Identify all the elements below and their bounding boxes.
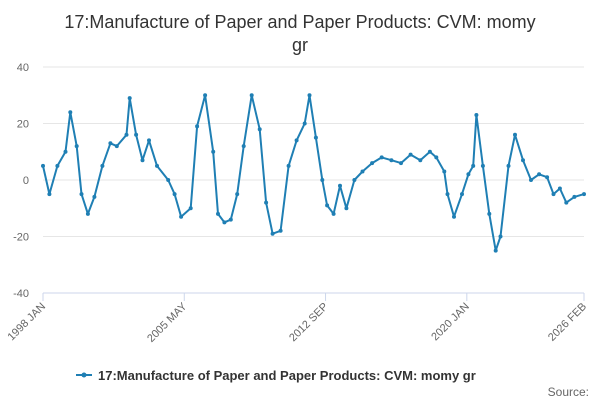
series-point[interactable] xyxy=(537,172,542,177)
series-point[interactable] xyxy=(203,93,208,98)
y-axis: 40 20 0 -20 -40 xyxy=(13,62,29,300)
series-point[interactable] xyxy=(480,163,485,168)
series-point[interactable] xyxy=(331,211,336,216)
series-point[interactable] xyxy=(360,169,365,174)
chart-title: 17:Manufacture of Paper and Paper Produc… xyxy=(64,12,535,32)
series-point[interactable] xyxy=(155,163,159,168)
series-point[interactable] xyxy=(63,149,68,154)
series-point[interactable] xyxy=(521,158,525,163)
series-point[interactable] xyxy=(418,158,423,163)
x-tick-label: 2026 FEB xyxy=(546,301,589,344)
series-point[interactable] xyxy=(307,93,312,98)
series-point[interactable] xyxy=(134,132,139,137)
legend-label: 17:Manufacture of Paper and Paper Produc… xyxy=(98,368,476,383)
series-point[interactable] xyxy=(47,192,52,197)
series-line xyxy=(42,94,585,252)
series-point[interactable] xyxy=(320,178,325,182)
series-point[interactable] xyxy=(442,169,447,174)
x-tick-label: 1998 JAN xyxy=(5,301,48,344)
legend-dot-marker xyxy=(81,372,87,378)
series-point[interactable] xyxy=(557,186,562,191)
series-point[interactable] xyxy=(582,192,586,197)
series-point[interactable] xyxy=(370,161,375,166)
series-point[interactable] xyxy=(127,96,132,101)
series-point[interactable] xyxy=(79,192,84,197)
series-point[interactable] xyxy=(41,163,45,168)
series-point[interactable] xyxy=(551,192,556,197)
series-point[interactable] xyxy=(264,200,269,205)
y-tick-label: 0 xyxy=(23,175,29,187)
series-point[interactable] xyxy=(270,231,275,236)
series-line-group xyxy=(41,93,586,253)
series-point[interactable] xyxy=(487,211,492,216)
series-point[interactable] xyxy=(460,192,464,197)
series-point[interactable] xyxy=(216,211,220,216)
series-point[interactable] xyxy=(172,192,177,197)
chart-title-continued: gr xyxy=(292,35,308,55)
series-point[interactable] xyxy=(124,132,129,137)
x-axis: 1998 JAN 2005 MAY 2012 SEP 2020 JAN 2026 FEB xyxy=(5,292,589,345)
series-point[interactable] xyxy=(506,163,511,168)
series-point[interactable] xyxy=(313,135,318,140)
series-point[interactable] xyxy=(572,194,577,199)
series-point[interactable] xyxy=(513,132,517,137)
series-point[interactable] xyxy=(188,206,193,211)
series-point[interactable] xyxy=(344,206,349,211)
series-point[interactable] xyxy=(474,113,479,117)
series-point[interactable] xyxy=(325,203,330,208)
series-point[interactable] xyxy=(92,194,97,199)
series-point[interactable] xyxy=(278,228,283,233)
series-point[interactable] xyxy=(211,149,216,154)
series-point[interactable] xyxy=(471,163,476,168)
series-point[interactable] xyxy=(74,144,79,149)
series-point[interactable] xyxy=(55,163,60,168)
series-point[interactable] xyxy=(452,214,456,219)
source-label[interactable]: Source: xyxy=(548,385,589,399)
series-point[interactable] xyxy=(379,155,384,160)
series-point[interactable] xyxy=(108,141,113,146)
series-point[interactable] xyxy=(564,200,569,205)
series-point[interactable] xyxy=(195,124,200,129)
series-point[interactable] xyxy=(166,178,171,182)
legend[interactable]: 17:Manufacture of Paper and Paper Produc… xyxy=(76,368,476,383)
series-point[interactable] xyxy=(114,144,119,149)
series-point[interactable] xyxy=(68,110,73,115)
y-tick-label: -40 xyxy=(13,288,29,300)
series-point[interactable] xyxy=(249,93,254,98)
series-point[interactable] xyxy=(498,234,503,239)
series-point[interactable] xyxy=(338,183,342,188)
series-point[interactable] xyxy=(545,175,550,180)
series-point[interactable] xyxy=(100,163,105,168)
series-point[interactable] xyxy=(352,178,357,182)
x-tick-label: 2012 SEP xyxy=(287,301,331,345)
series-point[interactable] xyxy=(147,138,151,143)
series-point[interactable] xyxy=(85,211,90,216)
series-point[interactable] xyxy=(257,127,262,132)
series-point[interactable] xyxy=(408,152,413,157)
y-tick-label: 40 xyxy=(17,62,29,74)
series-point[interactable] xyxy=(389,158,394,163)
y-tick-label: 20 xyxy=(17,119,29,131)
series-point[interactable] xyxy=(493,248,498,253)
series-point[interactable] xyxy=(286,163,291,168)
series-point[interactable] xyxy=(302,121,307,126)
x-tick-label: 2020 JAN xyxy=(429,301,472,344)
gridlines xyxy=(43,66,584,294)
series-point[interactable] xyxy=(529,178,533,182)
series-point[interactable] xyxy=(235,192,240,197)
series-point[interactable] xyxy=(241,144,246,149)
series-point[interactable] xyxy=(434,155,439,160)
series-point[interactable] xyxy=(179,214,184,219)
series-point[interactable] xyxy=(294,138,299,143)
y-tick-label: -20 xyxy=(13,232,29,244)
series-point[interactable] xyxy=(466,172,471,177)
series-point[interactable] xyxy=(228,217,233,222)
series-point[interactable] xyxy=(445,192,450,197)
series-point[interactable] xyxy=(399,161,403,166)
series-point[interactable] xyxy=(222,220,227,225)
series-point[interactable] xyxy=(427,149,432,154)
series-point[interactable] xyxy=(140,158,145,163)
x-tick-label: 2005 MAY xyxy=(145,300,190,345)
